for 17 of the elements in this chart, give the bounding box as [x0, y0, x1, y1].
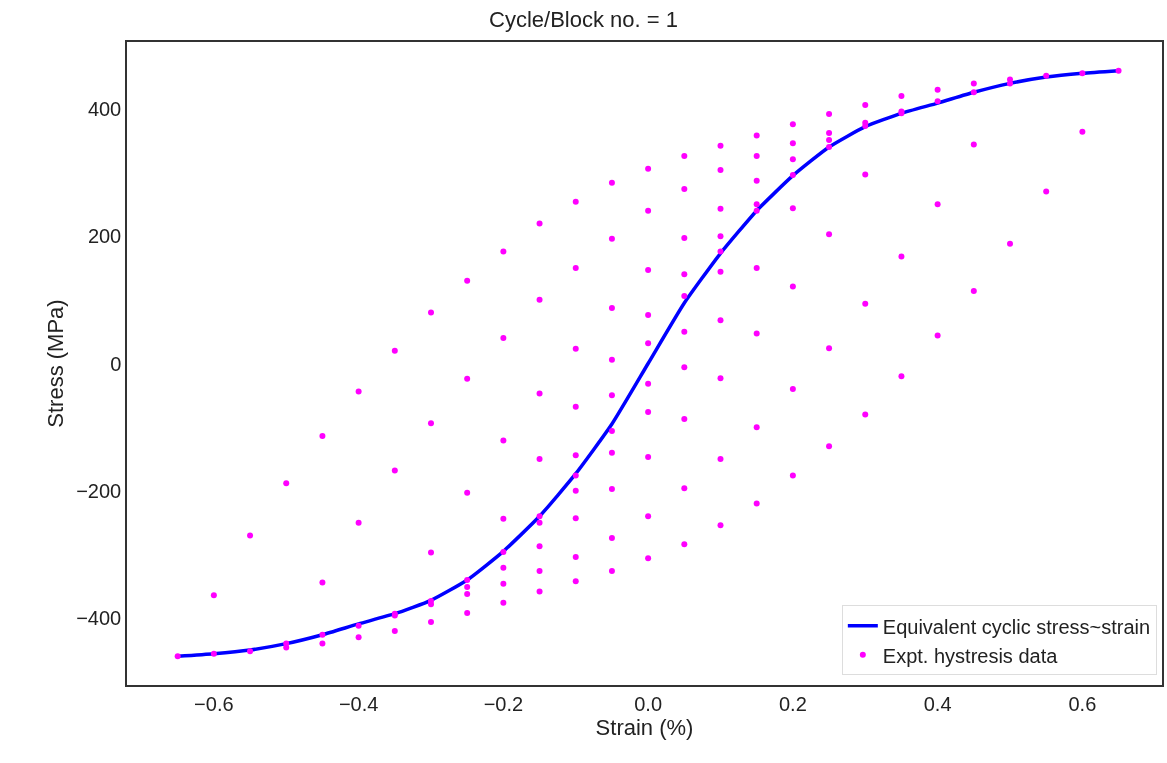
y-tick-label: −400 — [76, 607, 122, 630]
y-tick-label: −200 — [76, 479, 122, 502]
x-tick-label: 0.6 — [1068, 692, 1097, 715]
y-tick-label: 0 — [110, 352, 122, 375]
x-tick-label: 0.4 — [923, 692, 952, 715]
y-tick-label: 200 — [87, 225, 122, 248]
x-tick-label: 0.0 — [634, 692, 663, 715]
legend-label: Expt. hystresis data — [882, 644, 1059, 667]
x-tick-label: −0.6 — [194, 692, 234, 715]
y-tick-label: 400 — [87, 97, 122, 120]
x-tick-label: −0.4 — [338, 692, 379, 715]
chart-title: Cycle/Block no. = 1 — [489, 6, 678, 32]
x-tick-label: 0.2 — [778, 692, 807, 715]
x-tick-label: −0.2 — [483, 692, 524, 715]
y-axis-title: Stress (MPa) — [43, 299, 69, 428]
x-axis-title: Strain (%) — [595, 714, 694, 740]
legend-label: Equivalent cyclic stress~strain — [882, 615, 1151, 638]
